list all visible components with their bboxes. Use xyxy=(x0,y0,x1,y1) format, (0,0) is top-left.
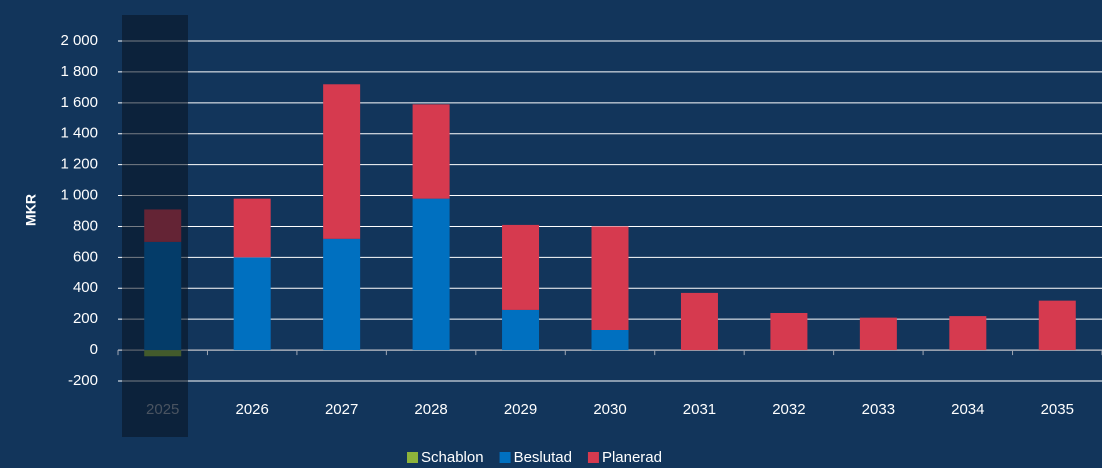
x-tick-label: 2030 xyxy=(593,401,626,418)
x-tick-label: 2029 xyxy=(504,401,537,418)
x-tick-label: 2032 xyxy=(772,401,805,418)
bar xyxy=(680,292,718,351)
bar xyxy=(323,238,361,351)
legend-swatch xyxy=(587,452,599,463)
y-tick-label: -200 xyxy=(68,372,98,389)
bar xyxy=(412,104,450,199)
y-tick-label: 800 xyxy=(73,217,98,234)
y-axis-label: MKR xyxy=(23,194,39,226)
x-tick-label: 2033 xyxy=(862,401,895,418)
x-tick-label: 2027 xyxy=(325,401,358,418)
y-tick-label: 2 000 xyxy=(60,32,98,49)
bar xyxy=(591,330,629,351)
legend-label: Planerad xyxy=(602,449,662,466)
bar xyxy=(233,257,271,351)
x-tick-label: 2031 xyxy=(683,401,716,418)
legend-swatch xyxy=(407,452,418,463)
y-tick-label: 1 000 xyxy=(60,187,98,204)
legend-label: Beslutad xyxy=(514,449,572,466)
bar xyxy=(412,198,450,351)
y-tick-label: 1 400 xyxy=(60,125,98,142)
y-tick-label: 1 200 xyxy=(60,156,98,173)
y-tick-label: 200 xyxy=(73,310,98,327)
bar xyxy=(591,226,629,330)
legend-swatch xyxy=(499,452,511,463)
bar xyxy=(770,313,808,351)
x-tick-label: 2035 xyxy=(1041,401,1074,418)
bar xyxy=(502,309,540,351)
highlight xyxy=(122,15,188,437)
x-tick-label: 2034 xyxy=(951,401,984,418)
y-tick-label: 1 800 xyxy=(60,63,98,80)
bar xyxy=(502,224,540,310)
x-tick-label: 2028 xyxy=(414,401,447,418)
y-tick-label: 400 xyxy=(73,279,98,296)
legend-label: Schablon xyxy=(421,449,484,466)
bar xyxy=(323,84,361,239)
bar xyxy=(949,316,987,351)
bar xyxy=(233,198,271,258)
bar xyxy=(1038,300,1076,351)
x-tick-label: 2026 xyxy=(235,401,268,418)
y-tick-label: 0 xyxy=(90,341,98,358)
bar xyxy=(859,317,897,351)
y-tick-label: 600 xyxy=(73,248,98,265)
y-tick-label: 1 600 xyxy=(60,94,98,111)
